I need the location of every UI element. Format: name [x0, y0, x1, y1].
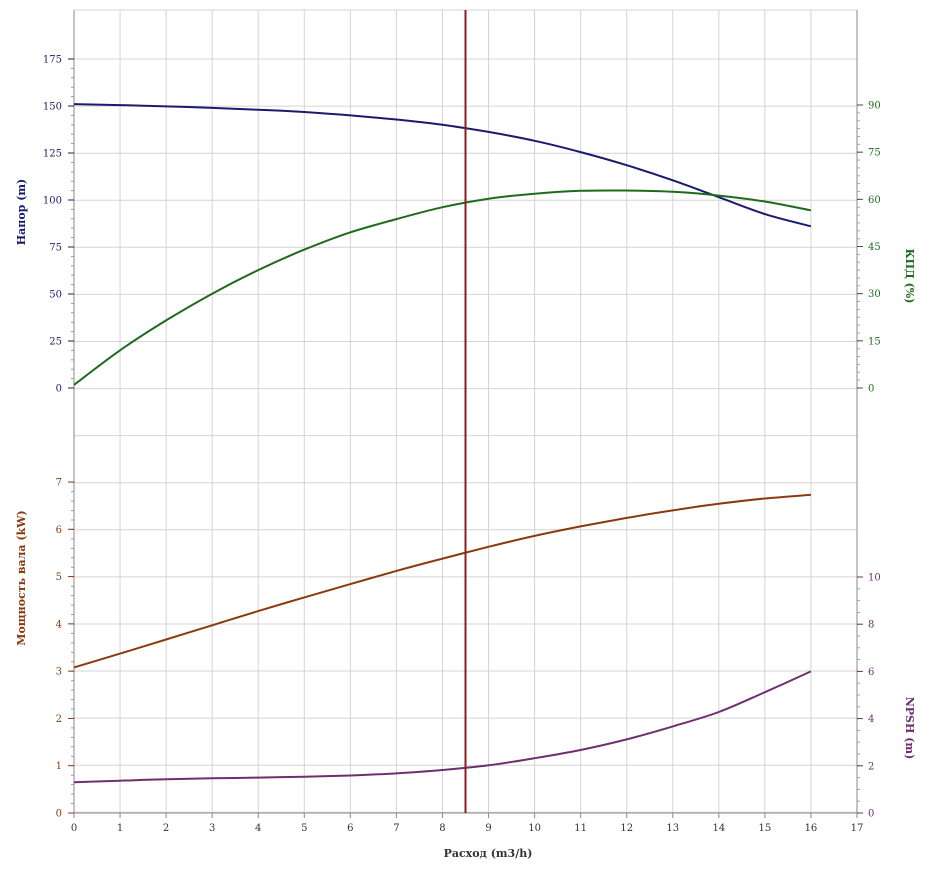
head-curve — [73, 103, 812, 228]
x-tick-label: 9 — [485, 823, 491, 834]
power-tick-label: 7 — [56, 478, 62, 489]
efficiency-tick-label: 45 — [868, 242, 881, 253]
head-tick-label: 175 — [43, 55, 62, 66]
x-tick-label: 4 — [255, 823, 261, 834]
npsh-tick-label: 4 — [868, 714, 874, 725]
x-tick-label: 15 — [759, 823, 772, 834]
head-tick-label: 25 — [49, 337, 62, 348]
power-tick-label: 5 — [56, 572, 62, 583]
head-tick-label: 50 — [49, 290, 62, 301]
x-tick-label: 10 — [528, 823, 541, 834]
npsh-tick-label: 8 — [868, 620, 874, 631]
npsh-tick-label: 6 — [868, 667, 874, 678]
x-tick-label: 17 — [851, 823, 864, 834]
power-tick-label: 2 — [56, 714, 62, 725]
npsh-curve — [73, 670, 812, 784]
head-axis-title: Напор (m) — [15, 179, 28, 245]
head-tick-label: 150 — [43, 102, 62, 113]
power-axis-title: Мощность вала (kW) — [15, 510, 28, 645]
power-tick-label: 0 — [56, 809, 62, 820]
efficiency-tick-label: 15 — [868, 336, 881, 347]
npsh-tick-label: 10 — [868, 573, 881, 584]
x-tick-label: 0 — [71, 823, 77, 834]
x-tick-label: 3 — [209, 823, 215, 834]
x-tick-label: 1 — [117, 823, 123, 834]
x-tick-label: 5 — [301, 823, 307, 834]
x-tick-label: 2 — [163, 823, 169, 834]
power-tick-label: 3 — [56, 667, 62, 678]
npsh-tick-label: 2 — [868, 761, 874, 772]
x-tick-label: 13 — [666, 823, 679, 834]
efficiency-tick-label: 90 — [868, 101, 881, 112]
head-tick-label: 100 — [43, 196, 62, 207]
x-tick-label: 11 — [574, 823, 587, 834]
x-axis-title: Расход (m3/h) — [444, 847, 533, 860]
x-tick-label: 6 — [347, 823, 353, 834]
efficiency-curve — [73, 189, 812, 386]
head-tick-label: 0 — [56, 384, 62, 395]
power-curve — [73, 493, 811, 669]
npsh-axis-title: NPSH (m) — [903, 697, 916, 760]
head-tick-label: 125 — [43, 149, 62, 160]
x-tick-label: 14 — [712, 823, 725, 834]
x-tick-label: 12 — [620, 823, 633, 834]
efficiency-tick-label: 75 — [868, 148, 881, 159]
efficiency-tick-label: 60 — [868, 195, 881, 206]
power-tick-label: 1 — [56, 761, 62, 772]
efficiency-axis-title: КПД (%) — [903, 249, 916, 304]
head-tick-label: 75 — [49, 243, 62, 254]
power-tick-label: 6 — [56, 525, 62, 536]
efficiency-tick-label: 30 — [868, 289, 881, 300]
x-tick-label: 16 — [805, 823, 818, 834]
series — [73, 10, 812, 813]
efficiency-tick-label: 0 — [868, 384, 874, 395]
axes — [68, 10, 863, 818]
tick-labels: 0 1 2 3 4 5 6 7 8 9 10 11 12 13 14 15 16 1702550751001251… — [43, 55, 881, 835]
x-tick-label: 8 — [439, 823, 445, 834]
npsh-tick-label: 0 — [868, 809, 874, 820]
x-tick-label: 7 — [393, 823, 399, 834]
power-tick-label: 4 — [56, 619, 62, 630]
